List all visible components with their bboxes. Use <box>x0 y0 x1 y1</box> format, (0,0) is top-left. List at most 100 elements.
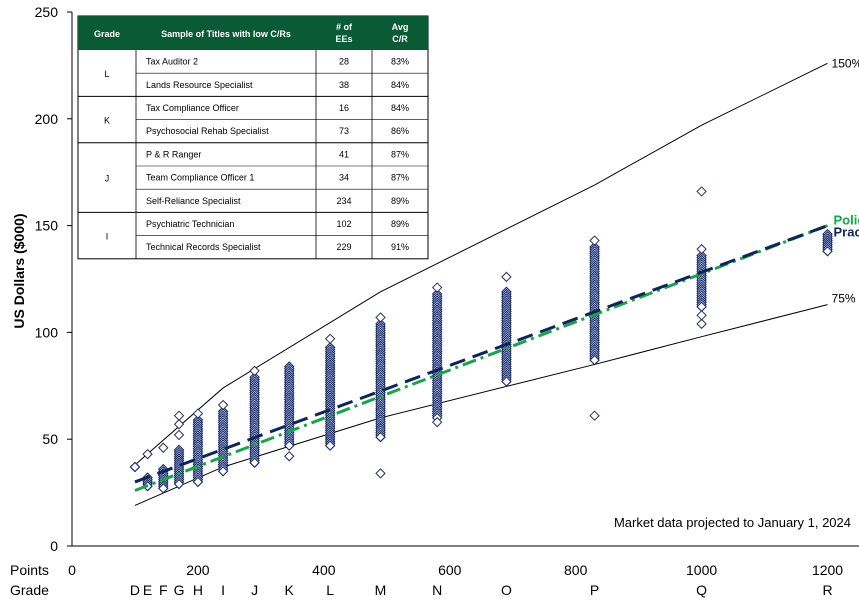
range-band-lines <box>134 62 828 506</box>
outlier-point <box>173 419 185 430</box>
outlier-point <box>249 365 260 377</box>
grade-tick-label: N <box>432 582 442 598</box>
y-axis-title: US Dollars ($000) <box>11 213 27 328</box>
x-tick-label: 200 <box>186 562 210 578</box>
outlier-point <box>375 312 386 323</box>
y-tick-label: 150 <box>35 218 59 234</box>
grade-tick-label: F <box>159 582 168 598</box>
table-header-cell: Grade <box>94 29 120 39</box>
table-cr-cell: 87% <box>391 173 409 183</box>
y-tick-label: 0 <box>50 538 58 554</box>
grade-tick-label: O <box>501 582 512 598</box>
x-tick-label: 400 <box>312 562 336 578</box>
table-cr-cell: 91% <box>391 242 409 252</box>
y-tick-label: 200 <box>35 111 59 127</box>
data-point <box>324 440 336 451</box>
table-grade-cell: I <box>106 232 109 242</box>
outlier-point <box>173 429 185 441</box>
band-150-line <box>134 62 828 466</box>
table-cr-cell: 84% <box>391 103 409 113</box>
x-row-label-grade: Grade <box>10 582 49 598</box>
grade-tick-label: Q <box>696 582 707 598</box>
practice-label: Practice <box>834 225 859 240</box>
table-cr-cell: 83% <box>391 57 409 67</box>
grade-tick-label: H <box>193 582 203 598</box>
y-tick-label: 50 <box>42 431 58 447</box>
trend-lines <box>134 224 829 492</box>
grade-tick-label: J <box>251 582 258 598</box>
data-point <box>158 483 169 494</box>
x-row-label-points: Points <box>10 562 49 578</box>
low-cr-table: Grade Sample of Titles with low C/Rs # of E… <box>77 15 429 260</box>
table-cr-cell: 84% <box>391 80 409 90</box>
data-point <box>129 461 141 473</box>
chart-labels: 150% 75% PolicyPractice Market data project… <box>614 56 859 530</box>
table-title-cell: Psychiatric Technician <box>146 219 234 229</box>
outlier-point <box>431 282 443 293</box>
table-title-cell: Technical Records Specialist <box>146 242 261 252</box>
table-cr-cell: 89% <box>391 196 409 206</box>
grade-tick-label: L <box>326 582 334 598</box>
table-ees-cell: 16 <box>339 103 349 113</box>
table-ees-cell: 234 <box>336 196 351 206</box>
outlier-point <box>375 468 386 479</box>
table-title-cell: Lands Resource Specialist <box>146 80 253 90</box>
table-header-cell: # of <box>336 22 353 32</box>
grade-tick-label: D <box>130 582 140 598</box>
table-ees-cell: 28 <box>339 57 349 67</box>
data-point <box>192 476 204 488</box>
band-75-label: 75% <box>832 292 856 306</box>
outlier-point <box>173 410 185 421</box>
table-title-cell: Tax Compliance Officer <box>146 103 239 113</box>
outlier-point <box>589 235 600 246</box>
outlier-point <box>589 410 600 421</box>
band-75-line <box>134 304 828 506</box>
data-point <box>173 478 185 490</box>
outlier-point <box>192 408 204 419</box>
data-point <box>283 440 295 451</box>
table-ees-cell: 38 <box>339 80 349 90</box>
table-grade-cell: K <box>104 116 110 126</box>
table-cr-cell: 87% <box>391 149 409 159</box>
outlier-point <box>324 333 336 345</box>
data-point <box>217 465 229 477</box>
table-title-cell: P & R Ranger <box>146 149 201 159</box>
x-tick-label: 0 <box>68 562 76 578</box>
table-cr-cell: 86% <box>391 126 409 136</box>
grade-tick-label: K <box>285 582 295 598</box>
table-ees-cell: 34 <box>339 173 349 183</box>
outlier-point <box>696 186 707 197</box>
outlier-point <box>696 310 707 321</box>
table-cr-cell: 89% <box>391 219 409 229</box>
grade-tick-label: P <box>590 582 599 598</box>
policy-line <box>134 224 829 492</box>
table-title-cell: Tax Auditor 2 <box>146 57 198 67</box>
x-tick-label: 800 <box>564 562 588 578</box>
table-header-cell: EEs <box>335 34 352 44</box>
table-ees-cell: 41 <box>339 149 349 159</box>
policy-label: Policy <box>834 213 859 228</box>
outlier-point <box>696 318 707 330</box>
data-point <box>501 376 512 387</box>
table-ees-cell: 73 <box>339 126 349 136</box>
table-grade-cell: L <box>104 69 109 79</box>
y-tick-label: 250 <box>35 4 59 20</box>
outlier-point <box>217 399 229 411</box>
outlier-point <box>284 451 295 462</box>
x-tick-label: 1000 <box>686 562 717 578</box>
outlier-point <box>696 243 707 255</box>
grade-tick-label: I <box>221 582 225 598</box>
x-tick-label: 1200 <box>812 562 843 578</box>
outlier-point <box>158 442 169 453</box>
table-title-cell: Psychosocial Rehab Specialist <box>146 126 269 136</box>
grade-tick-label: R <box>822 582 832 598</box>
data-point <box>249 457 260 468</box>
table-title-cell: Team Compliance Officer 1 <box>146 173 254 183</box>
practice-line <box>134 224 829 484</box>
grade-tick-label: E <box>143 582 152 598</box>
data-point <box>375 431 386 443</box>
band-150-label: 150% <box>832 56 859 70</box>
outlier-point <box>501 271 512 283</box>
